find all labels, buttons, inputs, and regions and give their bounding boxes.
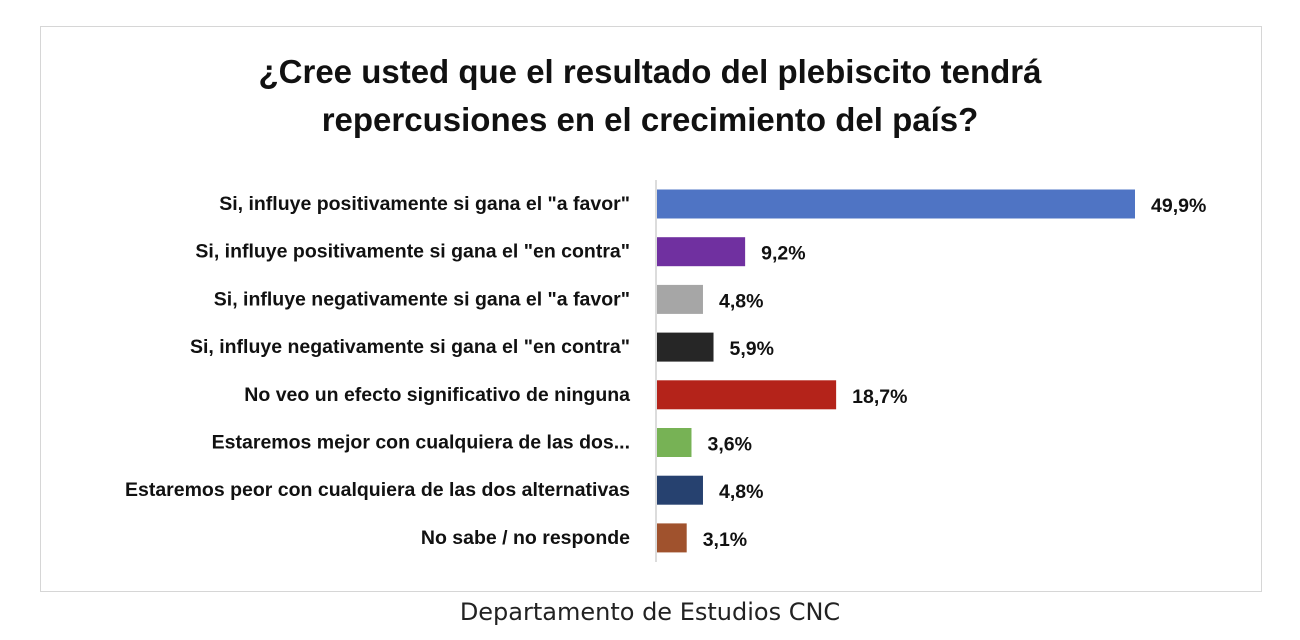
category-label: No sabe / no responde bbox=[421, 527, 630, 549]
source-note: Departamento de Estudios CNC bbox=[459, 598, 841, 626]
chart-frame bbox=[40, 26, 1262, 592]
value-label: 9,2% bbox=[761, 243, 805, 265]
value-label: 5,9% bbox=[730, 338, 774, 360]
bars-group: Si, influye positivamente si gana el "a … bbox=[125, 189, 1206, 553]
bar bbox=[657, 428, 692, 457]
value-label: 18,7% bbox=[852, 386, 907, 408]
category-label: Si, influye negativamente si gana el "en… bbox=[190, 336, 630, 358]
category-label: No veo un efecto significativo de ningun… bbox=[244, 384, 630, 406]
chart-title: ¿Cree usted que el resultado del plebisc… bbox=[0, 48, 1300, 144]
category-label: Estaremos peor con cualquiera de las dos… bbox=[125, 479, 630, 501]
chart-title-line-1: ¿Cree usted que el resultado del plebisc… bbox=[258, 53, 1042, 90]
chart-title-line-2: repercusiones en el crecimiento del país… bbox=[321, 101, 979, 138]
bar bbox=[657, 523, 687, 553]
category-label: Estaremos mejor con cualquiera de las do… bbox=[212, 432, 630, 454]
value-label: 4,8% bbox=[719, 481, 763, 503]
category-label: Si, influye positivamente si gana el "a … bbox=[219, 193, 630, 215]
bar bbox=[657, 189, 1135, 219]
category-label: Si, influye positivamente si gana el "en… bbox=[195, 241, 630, 263]
bar bbox=[657, 237, 746, 267]
bar bbox=[657, 475, 703, 505]
value-label: 4,8% bbox=[719, 290, 763, 312]
value-label: 3,6% bbox=[707, 434, 751, 456]
bar bbox=[657, 332, 714, 362]
value-label: 49,9% bbox=[1151, 195, 1206, 217]
bar bbox=[657, 380, 837, 410]
bar bbox=[657, 284, 703, 314]
category-label: Si, influye negativamente si gana el "a … bbox=[214, 288, 630, 310]
value-label: 3,1% bbox=[703, 529, 747, 551]
